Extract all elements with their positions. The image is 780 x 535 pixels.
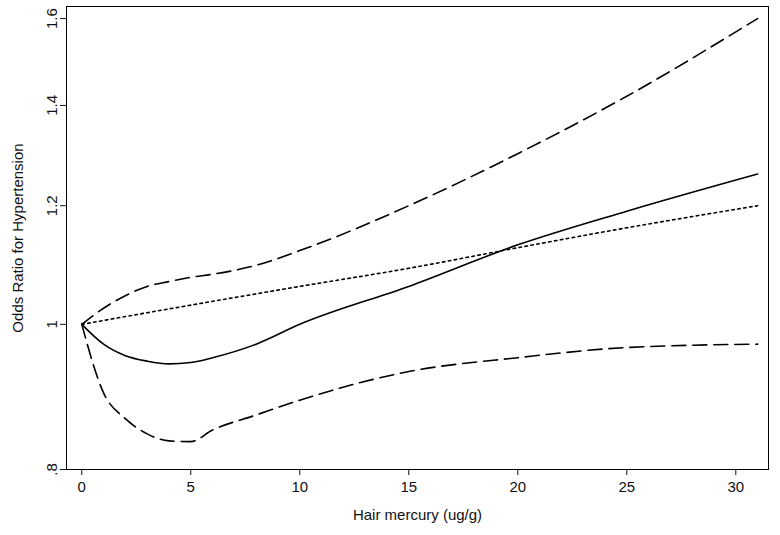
svg-text:1: 1 bbox=[43, 320, 60, 328]
svg-text:10: 10 bbox=[291, 478, 308, 495]
svg-text:1.6: 1.6 bbox=[43, 8, 60, 29]
svg-text:Hair mercury (ug/g): Hair mercury (ug/g) bbox=[353, 506, 482, 523]
svg-text:20: 20 bbox=[509, 478, 526, 495]
svg-text:0: 0 bbox=[78, 478, 86, 495]
svg-text:5: 5 bbox=[187, 478, 195, 495]
svg-text:25: 25 bbox=[618, 478, 635, 495]
svg-text:.8: .8 bbox=[43, 463, 60, 476]
svg-text:1.2: 1.2 bbox=[43, 195, 60, 216]
svg-text:15: 15 bbox=[400, 478, 417, 495]
svg-text:1.4: 1.4 bbox=[43, 95, 60, 116]
svg-text:Odds Ratio for Hypertension: Odds Ratio for Hypertension bbox=[9, 143, 26, 332]
svg-text:30: 30 bbox=[727, 478, 744, 495]
